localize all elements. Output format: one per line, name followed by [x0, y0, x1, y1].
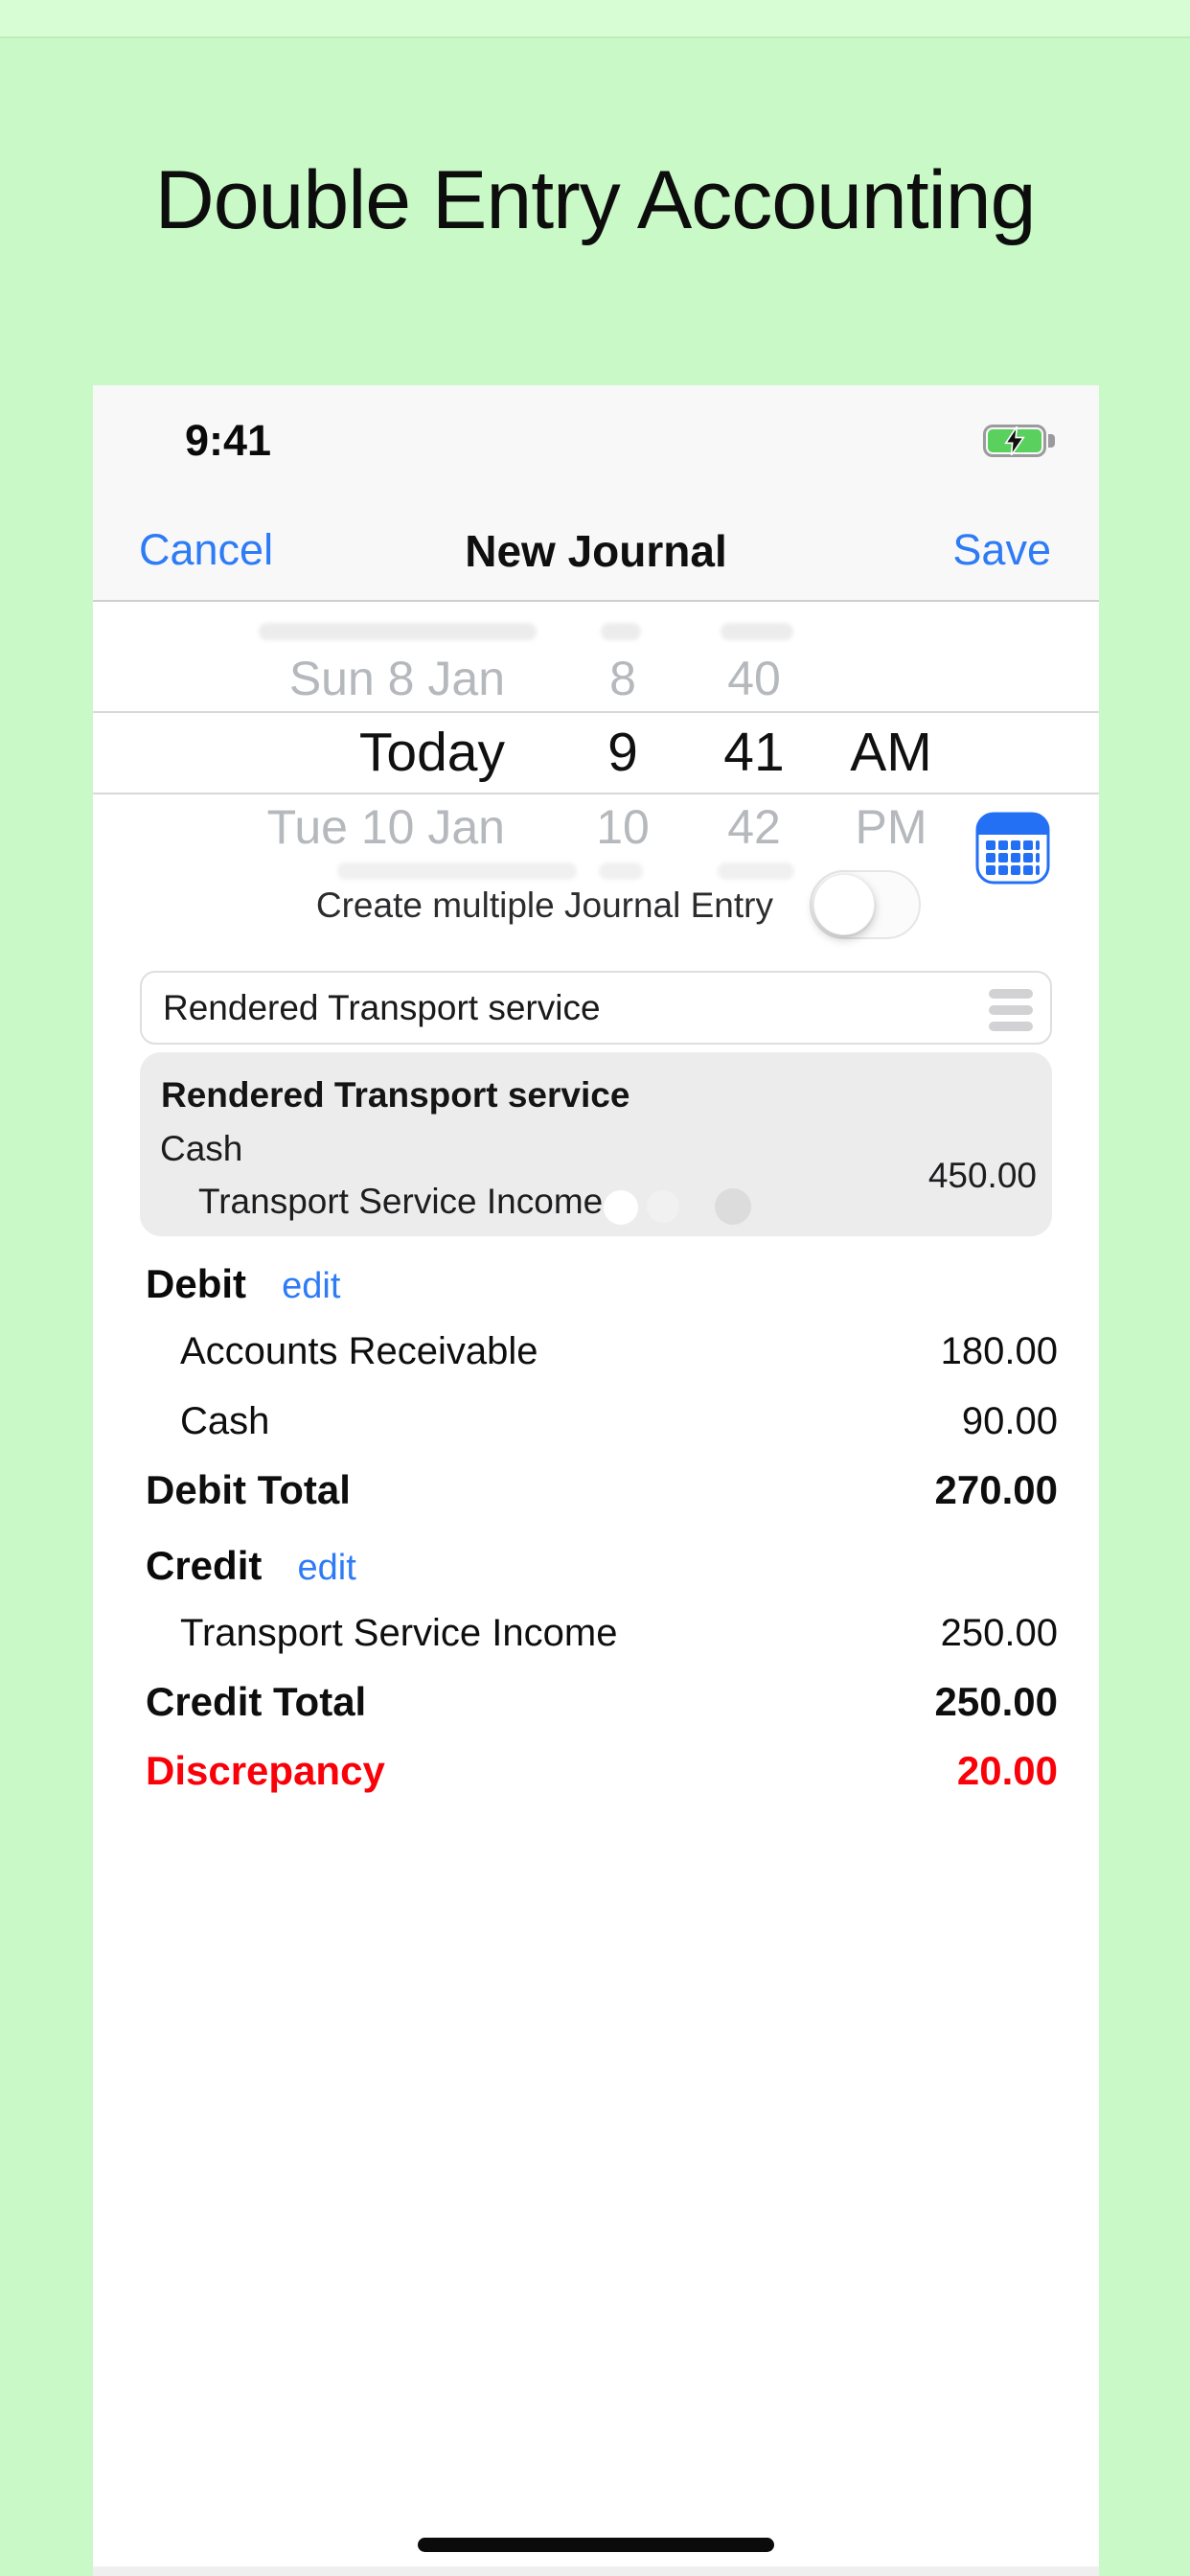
- picker-hour: 9: [607, 722, 638, 783]
- picker-day: Tue 10 Jan: [266, 800, 505, 854]
- credit-total-row: Credit Total 250.00: [93, 1679, 1099, 1725]
- status-time: 9:41: [185, 416, 272, 465]
- picker-period: PM: [855, 800, 927, 854]
- home-indicator[interactable]: [418, 2538, 774, 2552]
- account-amount: 90.00: [961, 1400, 1058, 1442]
- picker-minute: 40: [727, 652, 781, 705]
- account-name: Transport Service Income: [180, 1612, 618, 1654]
- multiple-journal-label: Create multiple Journal Entry: [315, 886, 773, 925]
- picker-hour: 8: [609, 652, 636, 705]
- battery-cap: [1048, 434, 1055, 448]
- account-name: Cash: [180, 1400, 270, 1442]
- picker-ghost-row: [599, 862, 643, 880]
- picker-row-selected[interactable]: Today 9 41 AM: [93, 724, 1099, 781]
- credit-row: Transport Service Income 250.00: [93, 1610, 1099, 1656]
- picker-separator: [93, 793, 1099, 794]
- picker-minute: 41: [723, 722, 785, 783]
- typing-dot: [715, 1188, 751, 1225]
- discrepancy-row: Discrepancy 20.00: [93, 1748, 1099, 1794]
- account-amount: 180.00: [940, 1330, 1058, 1372]
- calendar-icon[interactable]: [975, 810, 1050, 885]
- picker-ghost-row: [718, 862, 794, 880]
- page-title: Double Entry Accounting: [154, 154, 1037, 246]
- picker-ghost-row: [721, 623, 793, 640]
- discrepancy-amount: 20.00: [956, 1748, 1058, 1793]
- typing-dot: [647, 1190, 679, 1223]
- picker-ghost-row: [337, 862, 577, 880]
- drag-handle-icon[interactable]: [989, 989, 1033, 1038]
- debit-edit-link[interactable]: edit: [282, 1266, 341, 1306]
- debit-total-label: Debit Total: [146, 1467, 351, 1512]
- nav-title: New Journal: [465, 526, 727, 576]
- multiple-journal-toggle[interactable]: [810, 870, 921, 939]
- status-nav-bar: 9:41 Cancel New Journal Save: [93, 385, 1099, 602]
- charging-bolt-icon: [1004, 426, 1025, 455]
- credit-header-label: Credit: [146, 1543, 263, 1588]
- description-field-container: [140, 971, 1052, 1045]
- typing-dot: [604, 1190, 638, 1225]
- picker-ghost-row: [259, 623, 537, 640]
- picker-ghost-row: [601, 623, 641, 640]
- credit-total-label: Credit Total: [146, 1679, 367, 1724]
- account-amount: 250.00: [940, 1612, 1058, 1654]
- debit-total-row: Debit Total 270.00: [93, 1467, 1099, 1513]
- picker-row-next[interactable]: Tue 10 Jan 10 42 PM: [93, 798, 1099, 856]
- suggestion-account: Transport Service Income: [198, 1182, 604, 1221]
- picker-day: Today: [358, 722, 505, 783]
- phone-bottom-edge: [93, 2566, 1099, 2576]
- cancel-button[interactable]: Cancel: [139, 525, 274, 574]
- picker-day: Sun 8 Jan: [288, 652, 505, 705]
- debit-row: Accounts Receivable 180.00: [93, 1328, 1099, 1374]
- account-name: Accounts Receivable: [180, 1330, 538, 1372]
- debit-total-amount: 270.00: [934, 1467, 1058, 1512]
- suggestion-amount: 450.00: [927, 1156, 1037, 1195]
- picker-separator: [93, 711, 1099, 713]
- credit-total-amount: 250.00: [934, 1679, 1058, 1724]
- discrepancy-label: Discrepancy: [146, 1748, 385, 1793]
- picker-row-previous[interactable]: Sun 8 Jan 8 40: [93, 650, 1099, 707]
- debit-header-label: Debit: [146, 1261, 246, 1306]
- debit-row: Cash 90.00: [93, 1398, 1099, 1444]
- picker-minute: 42: [727, 800, 781, 854]
- description-input[interactable]: [163, 973, 949, 1043]
- picker-period: AM: [850, 722, 932, 783]
- suggestion-account: Cash: [160, 1129, 243, 1168]
- debit-section-header: Debit edit: [146, 1261, 1099, 1307]
- page-top-strip: [0, 0, 1190, 38]
- journal-suggestion-card[interactable]: Rendered Transport service Cash 450.00 T…: [140, 1052, 1052, 1236]
- suggestion-title: Rendered Transport service: [161, 1075, 630, 1115]
- phone-screenshot: 9:41 Cancel New Journal Save Sun 8 Jan 8…: [93, 385, 1099, 2576]
- save-button[interactable]: Save: [952, 525, 1051, 574]
- credit-section-header: Credit edit: [146, 1543, 1099, 1589]
- picker-hour: 10: [596, 800, 650, 854]
- toggle-knob: [813, 874, 875, 935]
- credit-edit-link[interactable]: edit: [297, 1548, 356, 1588]
